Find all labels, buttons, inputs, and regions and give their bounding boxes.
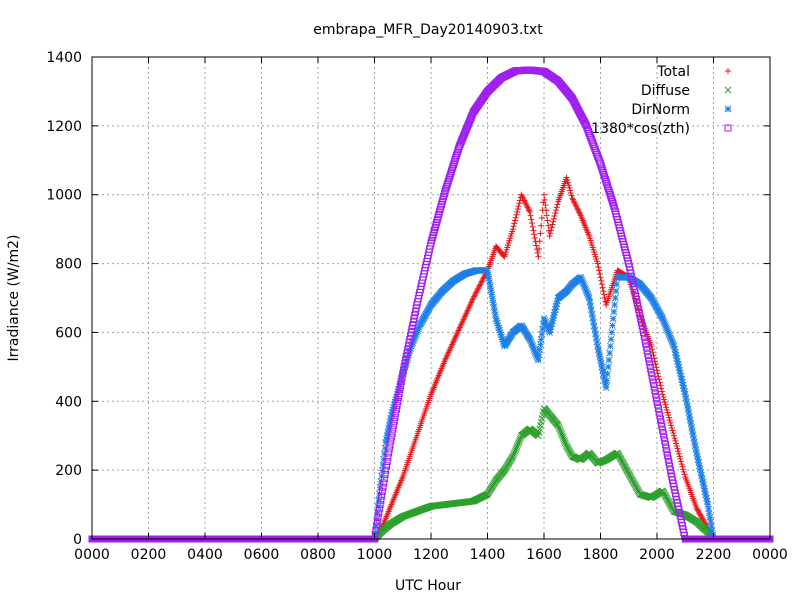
x-tick-label: 1600	[526, 547, 562, 563]
data-point	[607, 343, 613, 349]
x-tick-label: 0400	[187, 547, 223, 563]
legend-label: DirNorm	[631, 102, 690, 118]
y-tick-label: 1200	[46, 119, 82, 135]
data-point	[375, 504, 381, 510]
y-axis-label: Irradiance (W/m2)	[6, 235, 22, 362]
data-point	[609, 329, 615, 335]
data-point	[605, 371, 611, 377]
data-point	[610, 323, 616, 329]
legend-label: Diffuse	[641, 83, 690, 99]
y-tick-label: 800	[55, 257, 82, 273]
x-tick-label: 0800	[300, 547, 336, 563]
x-tick-label: 1200	[413, 547, 449, 563]
data-point	[612, 302, 618, 308]
x-tick-label: 0600	[244, 547, 280, 563]
y-tick-label: 600	[55, 325, 82, 341]
legend-marker	[725, 106, 731, 112]
x-tick-label: 2000	[639, 547, 675, 563]
y-tick-label: 0	[73, 532, 82, 548]
y-tick-label: 1400	[46, 50, 82, 66]
x-tick-label: 1400	[470, 547, 506, 563]
x-tick-label: 0000	[74, 547, 110, 563]
data-point	[606, 357, 612, 363]
data-point	[610, 316, 616, 322]
x-tick-label: 1800	[583, 547, 619, 563]
x-axis-label: UTC Hour	[395, 578, 461, 594]
data-point	[612, 295, 618, 301]
data-point	[608, 336, 614, 342]
data-point	[604, 378, 610, 384]
x-tick-label: 2200	[696, 547, 732, 563]
data-point	[613, 288, 619, 294]
data-point	[607, 350, 613, 356]
y-tick-label: 200	[55, 463, 82, 479]
x-tick-label: 0200	[131, 547, 167, 563]
legend-label: 1380*cos(zth)	[591, 121, 690, 137]
x-tick-label: 1000	[357, 547, 393, 563]
data-point	[381, 456, 387, 462]
data-point	[611, 309, 617, 315]
data-point	[603, 385, 609, 391]
legend-label: Total	[656, 64, 690, 80]
data-point	[605, 364, 611, 370]
chart-title: embrapa_MFR_Day20140903.txt	[313, 22, 543, 38]
x-tick-label: 0000	[752, 547, 788, 563]
data-point	[614, 281, 620, 287]
y-tick-label: 1000	[46, 188, 82, 204]
y-tick-label: 400	[55, 394, 82, 410]
